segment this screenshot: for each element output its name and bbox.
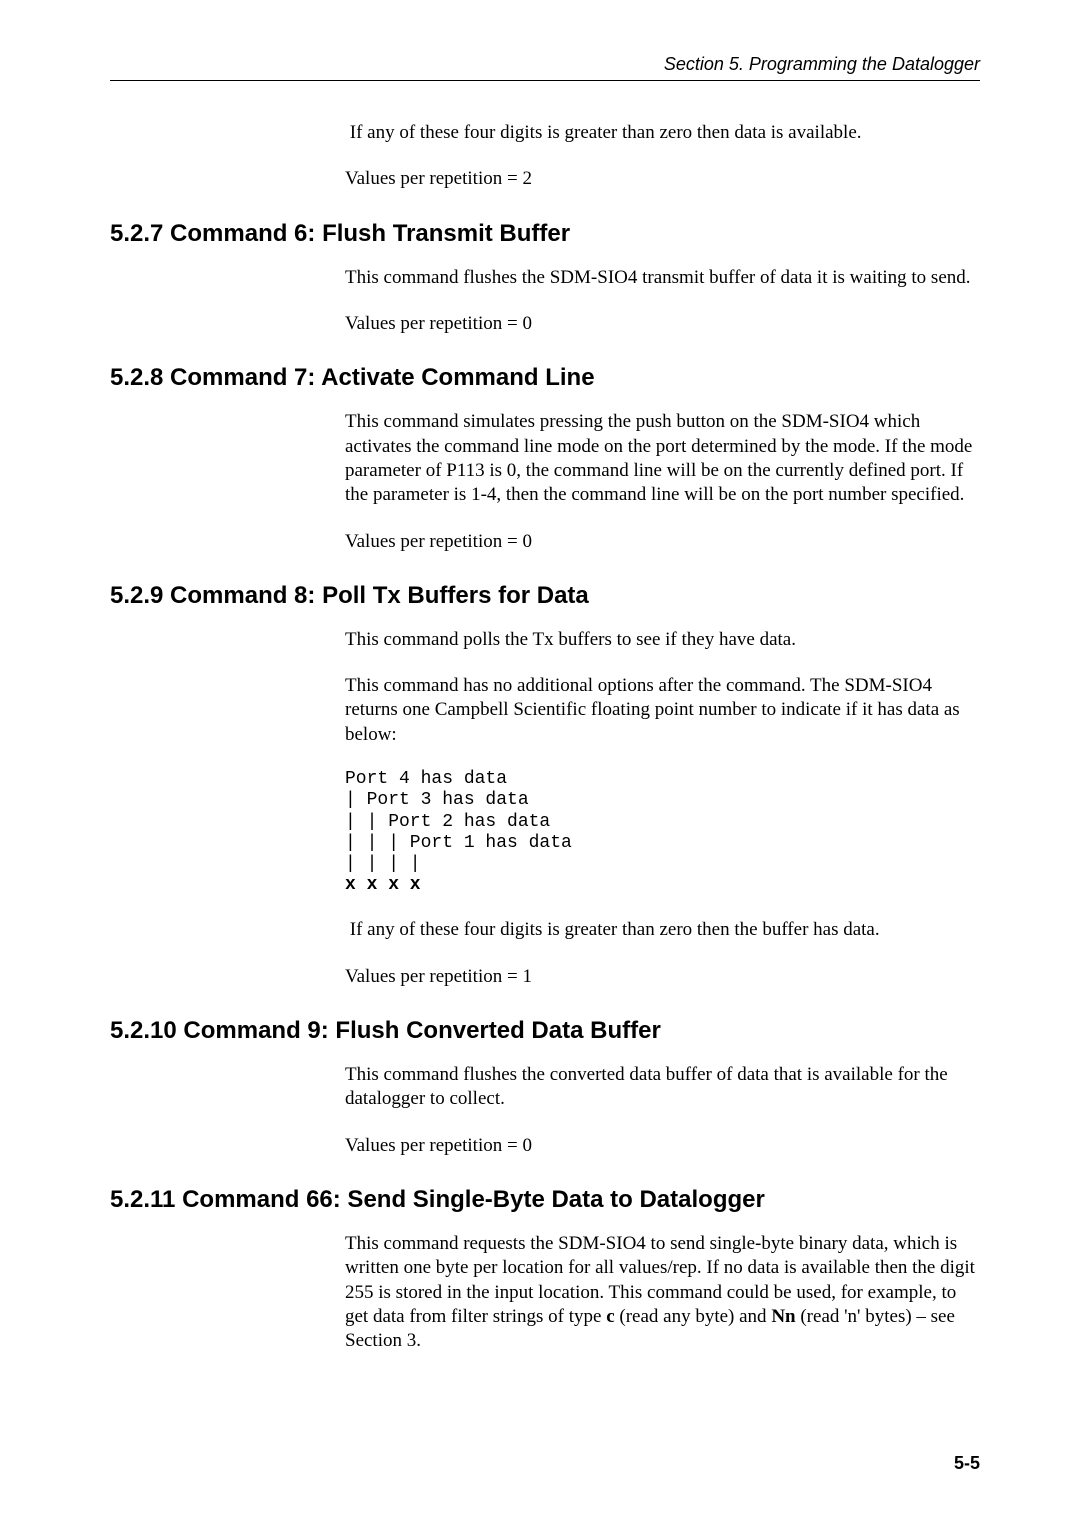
s529-code-block: Port 4 has data | Port 3 has data | | Po… (345, 769, 980, 896)
s528-para-2: Values per repetition = 0 (345, 530, 980, 554)
code-bold-line: x x x x (345, 875, 421, 895)
intro-para-1: If any of these four digits is greater t… (345, 121, 980, 145)
running-title: Section 5. Programming the Datalogger (110, 54, 980, 75)
s527-para-2: Values per repetition = 0 (345, 312, 980, 336)
s5211-text-c: (read any byte) and (615, 1306, 772, 1327)
heading-527: 5.2.7 Command 6: Flush Transmit Buffer (110, 220, 980, 248)
s528-para-1: This command simulates pressing the push… (345, 410, 980, 507)
s529-para-1: This command polls the Tx buffers to see… (345, 628, 980, 652)
code-lines: Port 4 has data | Port 3 has data | | Po… (345, 769, 572, 874)
s5211-para-1: This command requests the SDM-SIO4 to se… (345, 1232, 980, 1354)
page-header: Section 5. Programming the Datalogger (110, 54, 980, 81)
s527-para-1: This command flushes the SDM-SIO4 transm… (345, 266, 980, 290)
s529-para-4: Values per repetition = 1 (345, 965, 980, 989)
s529-para-2: This command has no additional options a… (345, 674, 980, 747)
heading-529: 5.2.9 Command 8: Poll Tx Buffers for Dat… (110, 582, 980, 610)
heading-528: 5.2.8 Command 7: Activate Command Line (110, 364, 980, 392)
s5210-para-2: Values per repetition = 0 (345, 1134, 980, 1158)
s5211-bold-nn: Nn (771, 1306, 795, 1327)
s529-para-3: If any of these four digits is greater t… (345, 918, 980, 942)
s5211-bold-c: c (606, 1306, 614, 1327)
s5210-para-1: This command flushes the converted data … (345, 1063, 980, 1112)
heading-5210: 5.2.10 Command 9: Flush Converted Data B… (110, 1017, 980, 1045)
intro-para-2: Values per repetition = 2 (345, 167, 980, 191)
page-number: 5-5 (954, 1453, 980, 1474)
heading-5211: 5.2.11 Command 66: Send Single-Byte Data… (110, 1186, 980, 1214)
